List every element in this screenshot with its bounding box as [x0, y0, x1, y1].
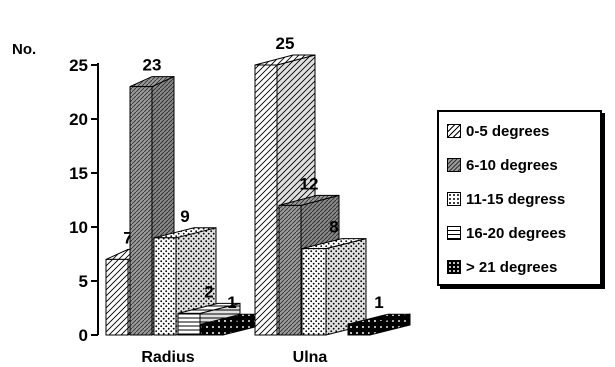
- legend-item-series-2: 6-10 degrees: [447, 150, 600, 180]
- data-label-ulna-series-2: 12: [300, 174, 319, 193]
- y-tick-label: 20: [69, 110, 88, 129]
- legend-item-series-3: 11-15 degress: [447, 184, 600, 214]
- y-axis-title: No.: [12, 41, 36, 58]
- legend-swatch: [447, 158, 461, 172]
- y-tick-label: 10: [69, 218, 88, 237]
- legend-label: > 21 degrees: [466, 258, 558, 276]
- legend-swatch: [447, 192, 461, 206]
- legend-item-series-5: > 21 degrees: [447, 252, 600, 282]
- y-tick-label: 25: [69, 56, 88, 75]
- data-label-radius-series-1: 7: [123, 228, 132, 247]
- bar-ulna-series-3: [301, 237, 367, 336]
- legend-label: 0-5 degrees: [466, 122, 550, 140]
- x-category-label-radius: Radius: [141, 349, 194, 366]
- y-tick-label: 15: [69, 164, 88, 183]
- y-tick-label: 0: [79, 326, 88, 345]
- legend-swatch: [447, 124, 461, 138]
- data-label-radius-series-5: 1: [227, 293, 236, 312]
- x-category-label-ulna: Ulna: [293, 349, 328, 366]
- bar-radius-series-5: [200, 313, 264, 336]
- legend-label: 11-15 degress: [466, 190, 566, 208]
- legend-label: 16-20 degrees: [466, 224, 567, 242]
- data-label-radius-series-3: 9: [180, 207, 189, 226]
- data-label-ulna-series-3: 8: [329, 218, 338, 237]
- y-tick-label: 5: [79, 272, 88, 291]
- data-label-ulna-series-5: 1: [374, 293, 383, 312]
- legend-label: 6-10 degrees: [466, 156, 558, 174]
- legend-swatch: [447, 260, 461, 274]
- legend-swatch: [447, 226, 461, 240]
- legend-item-series-4: 16-20 degrees: [447, 218, 600, 248]
- data-label-radius-series-4: 2: [204, 282, 213, 301]
- chart-legend: 0-5 degrees 6-10 degrees 11-15 degress 16-2…: [437, 110, 602, 286]
- legend-item-series-1: 0-5 degrees: [447, 116, 600, 146]
- data-label-radius-series-2: 23: [143, 56, 162, 75]
- data-label-ulna-series-1: 25: [276, 34, 295, 53]
- bar-ulna-series-5: [347, 313, 411, 336]
